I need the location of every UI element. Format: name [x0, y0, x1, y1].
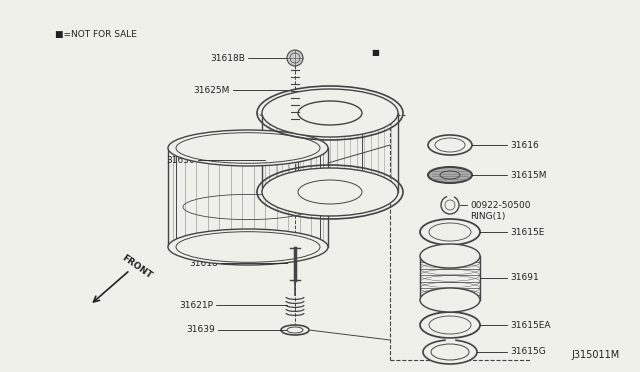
Text: 31615G: 31615G: [510, 347, 546, 356]
Ellipse shape: [262, 89, 398, 137]
Text: 31621P: 31621P: [179, 301, 213, 310]
Text: 31615M: 31615M: [510, 170, 547, 180]
Ellipse shape: [168, 229, 328, 265]
Ellipse shape: [298, 180, 362, 204]
Text: ■=NOT FOR SALE: ■=NOT FOR SALE: [55, 30, 137, 39]
Text: 31625M: 31625M: [194, 86, 230, 94]
Ellipse shape: [428, 135, 472, 155]
Text: 31616: 31616: [510, 141, 539, 150]
Circle shape: [441, 196, 459, 214]
Ellipse shape: [420, 288, 480, 312]
Ellipse shape: [176, 232, 320, 262]
Ellipse shape: [298, 101, 362, 125]
Text: 31618: 31618: [189, 259, 218, 267]
Text: 31691: 31691: [510, 273, 539, 282]
Ellipse shape: [420, 244, 480, 268]
Ellipse shape: [428, 167, 472, 183]
Text: 00922-50500: 00922-50500: [470, 201, 531, 209]
Ellipse shape: [423, 340, 477, 364]
Text: 31630: 31630: [166, 155, 195, 164]
Text: FRONT: FRONT: [120, 253, 154, 280]
Text: RING(1): RING(1): [470, 212, 506, 221]
Ellipse shape: [420, 312, 480, 338]
Circle shape: [287, 50, 303, 66]
Ellipse shape: [420, 219, 480, 245]
Ellipse shape: [281, 325, 309, 335]
Text: J315011M: J315011M: [572, 350, 620, 360]
Ellipse shape: [168, 130, 328, 166]
Ellipse shape: [287, 327, 303, 333]
Ellipse shape: [176, 133, 320, 163]
Text: 31615E: 31615E: [510, 228, 545, 237]
Text: ■: ■: [371, 48, 379, 57]
Text: 31639: 31639: [186, 326, 215, 334]
Text: 31618B: 31618B: [210, 54, 245, 62]
Text: 31615EA: 31615EA: [510, 321, 550, 330]
Ellipse shape: [262, 168, 398, 216]
